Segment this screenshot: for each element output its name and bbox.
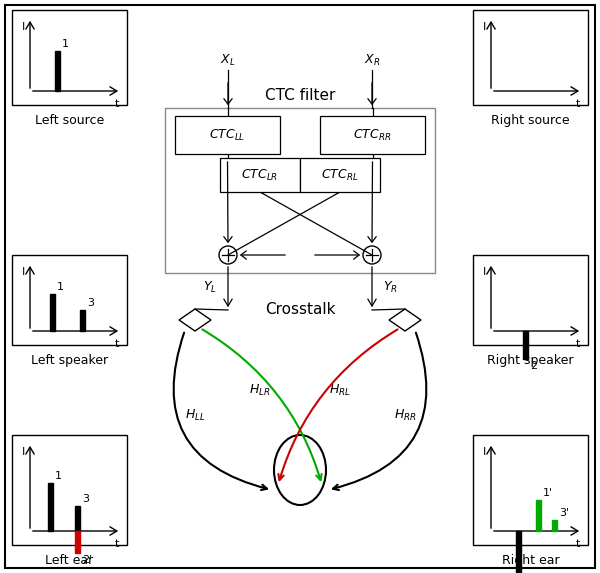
Text: 1': 1' — [543, 488, 553, 497]
Text: 1: 1 — [62, 39, 69, 49]
Text: $H_{RR}$: $H_{RR}$ — [394, 407, 416, 422]
Bar — [220, 158, 300, 192]
Bar — [75, 506, 80, 531]
Text: t: t — [115, 99, 119, 109]
Text: Left source: Left source — [35, 114, 104, 127]
Text: t: t — [575, 99, 580, 109]
Text: $H_{LR}$: $H_{LR}$ — [249, 382, 271, 398]
Text: I: I — [483, 267, 486, 277]
Text: Crosstalk: Crosstalk — [265, 303, 335, 317]
Bar — [473, 255, 588, 345]
Text: 1: 1 — [57, 281, 64, 292]
Text: $H_{LL}$: $H_{LL}$ — [185, 407, 205, 422]
Text: $X_L$: $X_L$ — [220, 53, 236, 68]
Bar — [47, 482, 53, 531]
Text: I: I — [22, 22, 25, 32]
Bar — [473, 435, 588, 545]
Text: $CTC_{LR}$: $CTC_{LR}$ — [241, 167, 278, 183]
Bar — [300, 158, 380, 192]
Bar — [516, 531, 521, 573]
Text: 3': 3' — [559, 508, 569, 519]
Text: $H_{RL}$: $H_{RL}$ — [329, 382, 351, 398]
Text: Right speaker: Right speaker — [487, 354, 574, 367]
Bar — [12, 255, 127, 345]
Text: I: I — [22, 447, 25, 457]
Text: 1: 1 — [55, 470, 62, 481]
Bar — [80, 311, 85, 331]
Text: Left ear: Left ear — [46, 554, 94, 567]
Bar — [552, 520, 557, 531]
Bar — [536, 500, 541, 531]
Text: Right ear: Right ear — [502, 554, 559, 567]
Bar — [320, 116, 425, 154]
Text: $Y_L$: $Y_L$ — [203, 280, 217, 295]
Text: t: t — [115, 539, 119, 549]
Text: I: I — [22, 267, 25, 277]
Text: t: t — [575, 539, 580, 549]
Text: Right source: Right source — [491, 114, 570, 127]
Bar — [50, 293, 55, 331]
Bar — [523, 331, 528, 359]
Bar — [75, 531, 80, 553]
Text: I: I — [483, 22, 486, 32]
Bar — [175, 116, 280, 154]
Text: 2: 2 — [530, 361, 537, 371]
Text: $CTC_{RR}$: $CTC_{RR}$ — [353, 127, 392, 143]
Polygon shape — [389, 309, 421, 331]
Text: $X_R$: $X_R$ — [364, 53, 380, 68]
Text: Left speaker: Left speaker — [31, 354, 108, 367]
Text: $Y_R$: $Y_R$ — [383, 280, 397, 295]
Bar — [165, 108, 435, 273]
Bar — [473, 10, 588, 105]
Text: CTC filter: CTC filter — [265, 88, 335, 103]
Polygon shape — [179, 309, 211, 331]
Bar — [12, 10, 127, 105]
Bar — [55, 51, 60, 91]
Text: I: I — [483, 447, 486, 457]
Text: t: t — [115, 339, 119, 349]
Text: 3: 3 — [82, 494, 89, 504]
Text: t: t — [575, 339, 580, 349]
Text: $CTC_{LL}$: $CTC_{LL}$ — [209, 127, 245, 143]
Text: 2': 2' — [82, 555, 92, 565]
Text: $CTC_{RL}$: $CTC_{RL}$ — [321, 167, 359, 183]
Bar — [12, 435, 127, 545]
Text: 3: 3 — [87, 299, 94, 308]
